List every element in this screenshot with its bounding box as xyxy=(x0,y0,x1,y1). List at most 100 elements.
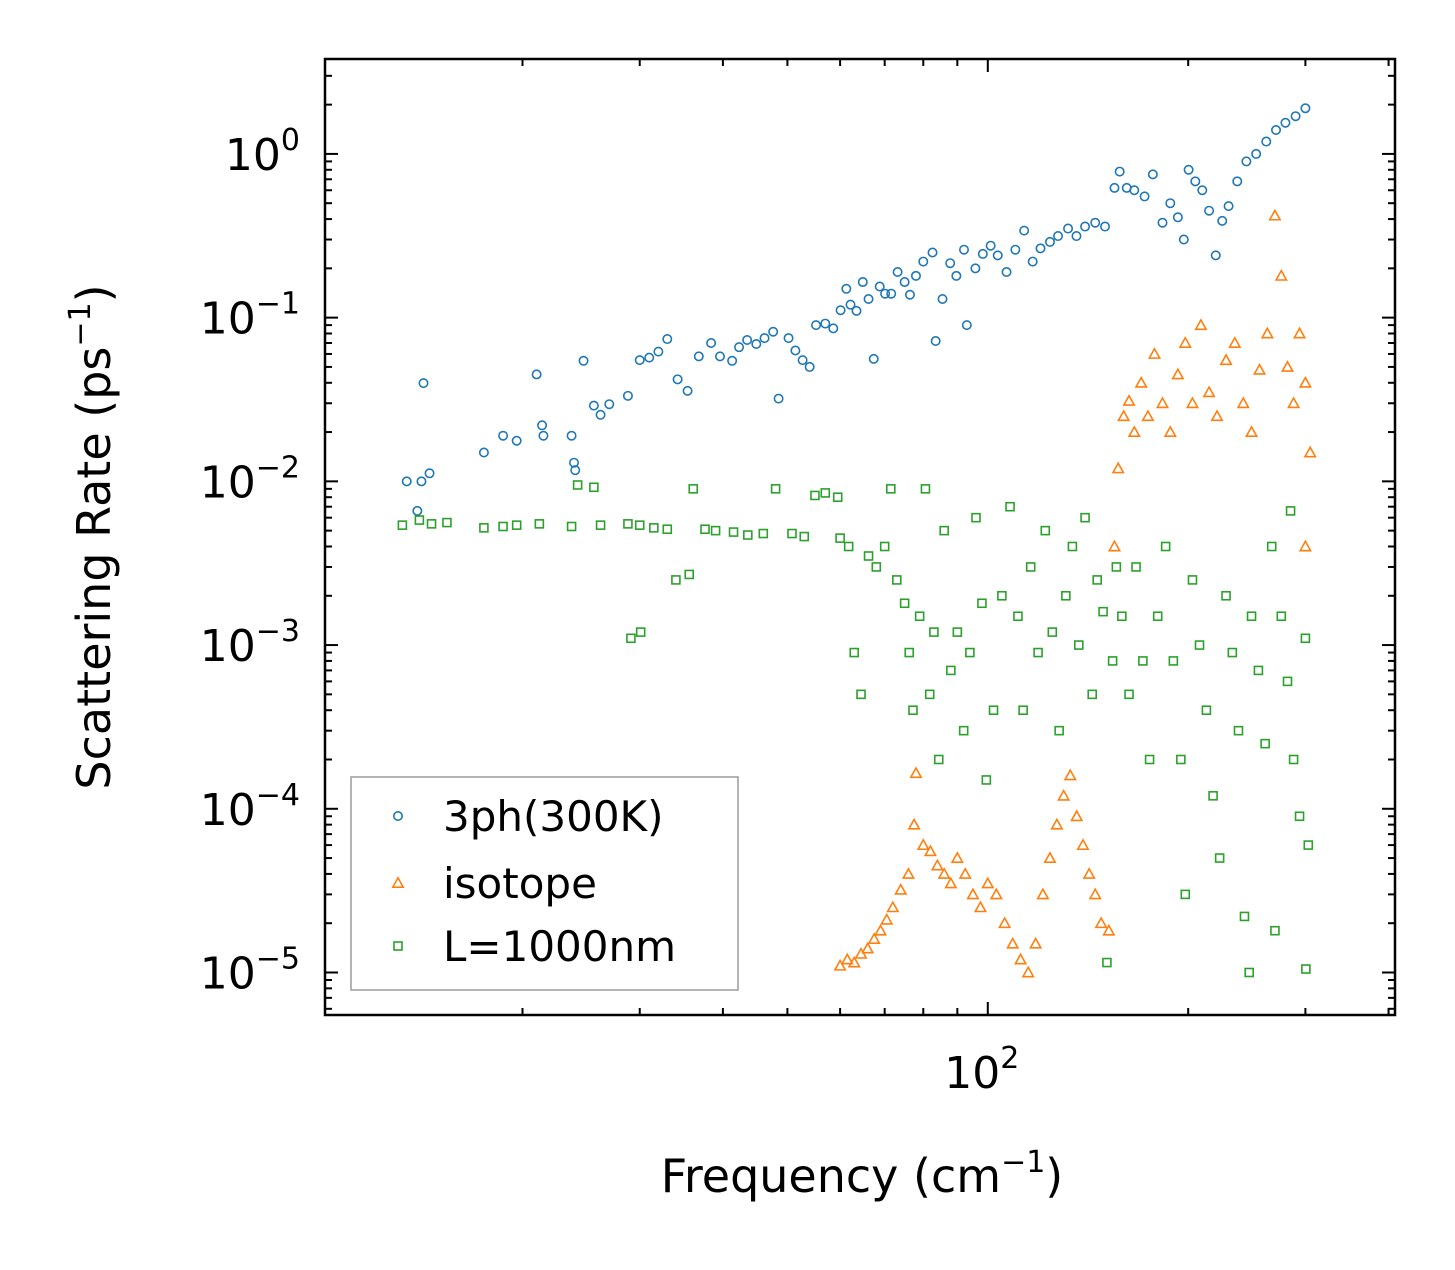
data-point xyxy=(1036,887,1050,900)
data-point xyxy=(1040,525,1051,536)
data-point xyxy=(845,299,856,310)
data-point xyxy=(861,941,875,954)
data-point xyxy=(1102,957,1112,968)
data-point xyxy=(835,533,845,543)
data-point xyxy=(653,346,664,357)
data-point xyxy=(997,590,1007,601)
data-point xyxy=(880,912,894,925)
data-point xyxy=(572,480,583,490)
data-point xyxy=(1294,811,1305,822)
data-point xyxy=(478,447,489,458)
data-point xyxy=(1303,840,1314,850)
data-point xyxy=(531,369,542,380)
data-point xyxy=(1001,266,1012,277)
ticks-layer xyxy=(325,59,1395,1015)
data-point xyxy=(1228,336,1242,348)
data-point xyxy=(682,385,693,396)
data-point xyxy=(1021,965,1035,978)
data-point xyxy=(892,575,902,585)
data-point xyxy=(988,705,999,716)
data-point xyxy=(1298,375,1312,388)
data-point xyxy=(899,598,910,609)
data-point xyxy=(416,476,427,487)
data-point xyxy=(910,270,921,281)
data-point xyxy=(1107,656,1118,666)
data-point xyxy=(622,390,633,401)
data-point xyxy=(671,575,681,585)
data-point xyxy=(1080,221,1091,232)
data-point xyxy=(924,689,935,700)
data-point xyxy=(971,512,981,523)
data-point xyxy=(787,528,797,539)
data-point xyxy=(916,838,930,851)
data-point xyxy=(1285,506,1296,516)
data-point xyxy=(1190,176,1201,187)
data-point xyxy=(952,627,963,637)
legend-box xyxy=(350,776,739,991)
data-point xyxy=(1292,326,1307,339)
data-point xyxy=(1244,425,1259,438)
data-point xyxy=(1300,103,1311,114)
data-point xyxy=(1063,768,1077,781)
data-point xyxy=(578,355,589,366)
data-point xyxy=(923,844,937,857)
data-point xyxy=(1144,754,1155,765)
data-point xyxy=(1067,541,1078,552)
data-point xyxy=(742,335,753,346)
data-point xyxy=(1082,867,1096,879)
legend-entry: 3ph(300K) xyxy=(392,792,663,841)
data-point xyxy=(863,293,874,304)
data-point xyxy=(1152,611,1163,622)
data-point xyxy=(1019,225,1030,236)
data-point xyxy=(1141,409,1155,422)
data-point xyxy=(1227,647,1238,658)
data-point xyxy=(856,689,866,700)
data-point xyxy=(1176,754,1186,765)
data-point xyxy=(874,281,885,292)
data-point xyxy=(1111,562,1122,572)
data-point xyxy=(797,355,808,366)
data-point xyxy=(688,484,699,494)
data-point xyxy=(770,484,781,494)
data-point xyxy=(1171,367,1185,380)
data-point xyxy=(1013,952,1028,965)
data-point xyxy=(1129,185,1140,196)
data-point xyxy=(1043,851,1057,864)
data-point xyxy=(1070,809,1084,822)
data-point xyxy=(904,289,915,300)
data-point xyxy=(946,665,956,676)
data-point xyxy=(1010,244,1021,255)
data-point xyxy=(1214,853,1225,863)
data-point xyxy=(790,345,801,356)
data-point xyxy=(918,256,929,267)
data-point xyxy=(961,320,972,331)
data-point xyxy=(1157,217,1168,228)
series-3 xyxy=(397,480,1314,978)
data-point xyxy=(908,705,918,716)
data-point xyxy=(907,817,921,830)
data-point xyxy=(414,515,425,525)
data-point xyxy=(498,430,509,441)
data-point xyxy=(700,524,710,535)
data-point xyxy=(1138,656,1148,666)
data-point xyxy=(951,270,962,281)
series-1 xyxy=(401,103,1311,516)
data-point xyxy=(1027,256,1038,267)
data-point xyxy=(992,250,1003,261)
data-point xyxy=(1260,738,1270,749)
data-point xyxy=(939,525,949,536)
data-point xyxy=(1194,318,1208,331)
data-point xyxy=(1092,575,1102,585)
data-point xyxy=(1147,169,1158,180)
data-point xyxy=(693,351,704,362)
data-point xyxy=(1232,176,1243,187)
data-point xyxy=(1087,689,1098,700)
data-point xyxy=(1298,539,1312,552)
data-point xyxy=(832,492,843,503)
data-point xyxy=(426,519,437,529)
legend-entry: L=1000nm xyxy=(393,922,676,971)
data-point xyxy=(899,277,910,288)
data-point xyxy=(840,952,854,965)
data-point xyxy=(1094,916,1108,929)
data-point xyxy=(442,517,452,528)
